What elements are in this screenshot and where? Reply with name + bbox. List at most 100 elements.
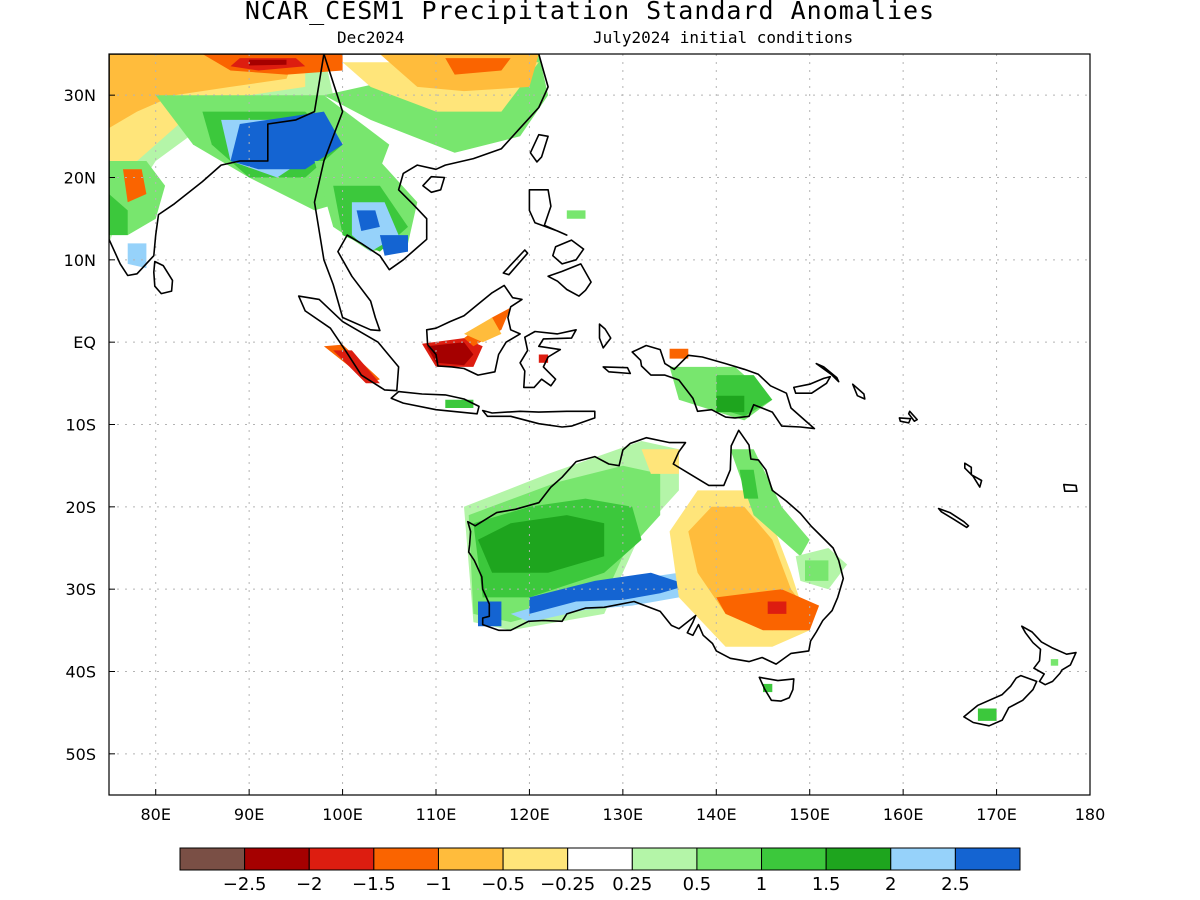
coastline: [602, 366, 632, 375]
lat-tick-label: 30S: [65, 580, 96, 599]
coastline: [422, 175, 446, 194]
coastline: [519, 328, 577, 389]
anomaly-patch: [716, 589, 820, 631]
coastline: [528, 189, 568, 236]
lon-tick-label: 80E: [140, 805, 170, 824]
coastline: [481, 409, 596, 428]
lat-tick-label: 50S: [65, 745, 96, 764]
anomaly-patch: [641, 449, 679, 474]
anomaly-patch: [445, 58, 511, 75]
lon-tick-label: 100E: [322, 805, 363, 824]
coastline: [792, 375, 832, 395]
colorbar: −2.5 −2 −1.5 −1 −0.5 −0.25 0.25 0.5 1 1.5 2 2.5: [179, 847, 1021, 895]
coastline: [502, 249, 529, 276]
lat-tick-label: 40S: [65, 663, 96, 682]
colorbar-swatch: [502, 847, 569, 871]
anomaly-patch: [805, 560, 829, 581]
anomaly-patch: [109, 194, 128, 236]
lat-tick-label: 20N: [64, 169, 96, 188]
coastline: [598, 323, 612, 349]
anomaly-patch: [426, 342, 474, 366]
anomaly-patch: [379, 235, 408, 256]
coastline: [547, 263, 592, 297]
lat-tick-label: 30N: [64, 86, 96, 105]
coastline: [1063, 483, 1078, 493]
colorbar-swatch: [244, 847, 310, 871]
lat-tick-label: 10N: [64, 251, 96, 270]
anomaly-patch: [1050, 659, 1059, 666]
coastline: [815, 362, 840, 383]
colorbar-label: −0.25: [540, 874, 595, 895]
lon-tick-label: 120E: [509, 805, 550, 824]
lon-tick-label: 130E: [603, 805, 644, 824]
colorbar-swatch: [567, 847, 633, 871]
colorbar-label: −2: [296, 874, 323, 895]
coastline: [851, 383, 866, 400]
colorbar-label: −0.5: [481, 874, 525, 895]
coastline: [963, 674, 1038, 727]
coastline: [390, 390, 480, 415]
coastline: [907, 410, 919, 423]
coastline: [153, 260, 174, 295]
coastline: [551, 239, 585, 265]
anomaly-patch: [230, 111, 343, 170]
forecast-month: Dec2024: [337, 28, 405, 47]
colorbar-swatch: [179, 847, 246, 871]
lon-tick-label: 140E: [696, 805, 737, 824]
anomaly-patch: [356, 210, 380, 231]
anomaly-patch: [123, 169, 147, 203]
anomaly-shading: [109, 54, 1059, 721]
colorbar-label: 0.25: [612, 874, 652, 895]
anomaly-patch: [478, 515, 605, 573]
coastline: [1020, 625, 1077, 686]
anomaly-patch: [529, 572, 689, 614]
graticule: [109, 54, 1090, 795]
lon-tick-label: 160E: [883, 805, 924, 824]
anomaly-patch: [716, 395, 745, 413]
anomaly-patch: [109, 54, 296, 129]
coastline: [425, 284, 523, 376]
lat-tick-label: EQ: [73, 333, 96, 352]
anomaly-patch: [464, 317, 502, 343]
coastline: [937, 507, 970, 529]
colorbar-swatch: [761, 847, 827, 871]
lon-tick-label: 110E: [416, 805, 457, 824]
anomaly-patch: [127, 243, 147, 269]
coastline: [963, 462, 983, 488]
coastline: [466, 429, 845, 665]
lon-tick-label: 150E: [789, 805, 830, 824]
colorbar-label: −1.5: [352, 874, 396, 895]
coastline: [313, 54, 549, 332]
colorbar-swatch: [308, 847, 375, 871]
colorbar-swatch: [954, 847, 1021, 871]
anomaly-patch: [977, 708, 997, 721]
coastline: [898, 417, 912, 424]
colorbar-label: 2.5: [941, 874, 970, 895]
lon-tick-label: 170E: [976, 805, 1017, 824]
coastline: [631, 344, 816, 430]
anomaly-patch: [669, 348, 689, 359]
colorbar-swatch: [373, 847, 439, 871]
anomaly-patch: [739, 469, 759, 499]
anomaly-patch: [767, 601, 787, 614]
colorbar-swatch: [696, 847, 763, 871]
anomaly-patch: [566, 210, 586, 219]
lon-tick-label: 180: [1075, 805, 1106, 824]
map-title: NCAR_CESM1 Precipitation Standard Anomal…: [244, 0, 936, 25]
anomaly-patch: [249, 59, 287, 66]
coastline: [758, 676, 795, 702]
coastline: [529, 133, 549, 163]
lat-tick-label: 10S: [65, 416, 96, 435]
coastlines: [109, 54, 1078, 727]
colorbar-label: 0.5: [683, 874, 712, 895]
initial-conditions-label: July2024 initial conditions: [593, 28, 854, 47]
coastline: [297, 295, 400, 392]
lon-tick-label: 90E: [234, 805, 264, 824]
coastline: [109, 54, 325, 277]
colorbar-swatch: [437, 847, 504, 871]
colorbar-swatch: [890, 847, 956, 871]
colorbar-label: 2: [885, 874, 896, 895]
colorbar-label: 1: [756, 874, 767, 895]
anomaly-patch: [445, 399, 474, 408]
colorbar-label: −1: [425, 874, 452, 895]
